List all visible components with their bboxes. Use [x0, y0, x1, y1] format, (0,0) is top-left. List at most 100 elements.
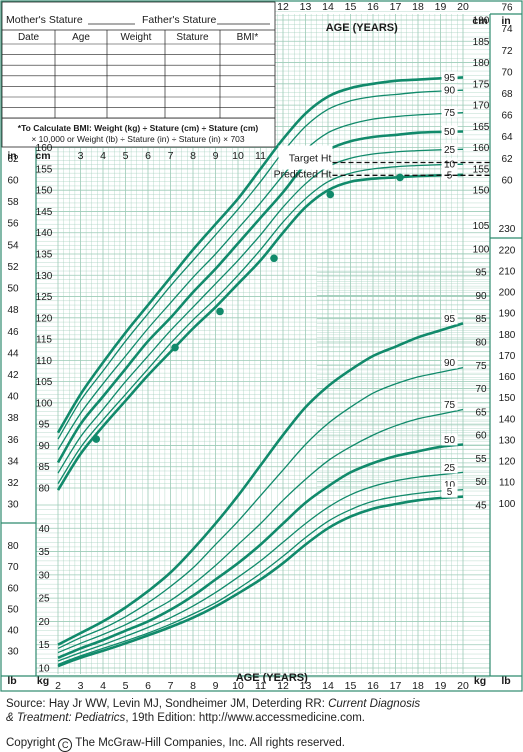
weight-label-bg	[441, 479, 458, 491]
weight-kg-tick-right: 75	[475, 361, 487, 372]
patient-point	[270, 254, 278, 263]
weight-label-p10: 10	[444, 480, 456, 491]
stature-curve-p5	[56, 173, 464, 491]
stature-curve-p90	[57, 89, 464, 440]
stature-cm-tick-left: 150	[36, 186, 53, 197]
patient-point	[171, 343, 179, 352]
stature-cm-tick-left: 105	[36, 377, 53, 388]
stature-cm-tick-left: 140	[36, 228, 53, 239]
stature-in-tick-left: 62	[7, 154, 19, 165]
weight-label-p50: 50	[444, 435, 456, 446]
top-age-tick: 19	[435, 1, 447, 13]
weight-label-p5: 5	[447, 487, 453, 498]
bottom-age-tick: 13	[300, 680, 312, 692]
stature-in-tick-left: 46	[7, 327, 19, 338]
stature-cm-tick-left: 100	[36, 398, 53, 409]
unit-lb-left: lb	[7, 675, 16, 687]
bottom-age-tick: 16	[367, 680, 379, 692]
weight-lb-tick-right: 120	[499, 457, 516, 468]
stature-curve-p10	[57, 163, 464, 485]
weight-lb-tick-right: 230	[499, 224, 516, 235]
stature-label-bg	[441, 158, 458, 170]
weight-kg-tick-left: 35	[38, 547, 50, 558]
bottom-age-tick: 12	[277, 680, 289, 692]
stature-in-tick-right: 64	[501, 132, 513, 143]
stature-in-tick-left: 40	[7, 392, 19, 403]
stature-cm-tick-right: 170	[473, 101, 490, 112]
stature-cm-tick-left: 125	[36, 292, 53, 303]
stature-in-tick-right: 68	[501, 89, 513, 100]
stature-cm-tick-left: 95	[38, 420, 50, 431]
patient-point	[326, 190, 335, 199]
stature-cm-tick-left: 130	[36, 271, 53, 282]
stature-in-tick-right: 62	[501, 154, 513, 165]
weight-kg-tick-right: 95	[475, 268, 487, 279]
stature-label-p25: 25	[444, 145, 456, 156]
bottom-age-tick: 9	[213, 680, 219, 692]
weight-kg-tick-left: 15	[38, 640, 50, 651]
stature-cm-tick-right: 150	[473, 186, 490, 197]
weight-curve-p10	[57, 488, 464, 665]
weight-kg-tick-right: 55	[475, 454, 487, 465]
stature-in-tick-left: 48	[7, 305, 19, 316]
stature-cm-tick-left: 135	[36, 250, 53, 261]
weight-lb-tick-right: 170	[499, 351, 516, 362]
stature-label-p90: 90	[444, 86, 456, 97]
chart-frame	[0, 0, 523, 692]
unit-kg-right: kg	[474, 675, 486, 687]
top-age-tick: 17	[390, 1, 402, 13]
weight-curve-p50	[57, 443, 464, 659]
stature-in-tick-left: 42	[7, 370, 19, 381]
table-header-0: Date	[18, 32, 40, 43]
stature-label-bg	[441, 71, 458, 83]
bottom-age-tick: 5	[123, 680, 129, 692]
stature-in-tick-left: 58	[7, 197, 19, 208]
table-header-2: Weight	[121, 32, 152, 43]
copyright-symbol-icon: C	[58, 738, 73, 752]
weight-lb-tick-right: 160	[499, 372, 516, 383]
bmi-note-line2: × 10,000 or Weight (lb) ÷ Stature (in) ÷…	[31, 134, 245, 144]
weight-label-bg	[441, 462, 458, 474]
stature-in-tick-left: 36	[7, 435, 19, 446]
stature-cm-tick-left: 80	[38, 484, 50, 495]
weight-label-p90: 90	[444, 358, 456, 369]
weight-curve-p90	[57, 366, 464, 649]
stature-cm-tick-left: 115	[36, 335, 52, 346]
top-age-tick: 13	[300, 1, 312, 13]
source-citation: Source: Hay Jr WW, Levin MJ, Sondheimer …	[6, 698, 421, 724]
target-label-bg	[278, 145, 333, 170]
stature-in-tick-right: 70	[501, 67, 513, 78]
stature-cm-tick-right: 175	[473, 79, 490, 90]
stature-label-p10: 10	[444, 160, 456, 171]
mid-age-tick: 3	[78, 150, 84, 162]
stature-cm-tick-right: 165	[473, 122, 490, 133]
bottom-age-tick: 10	[232, 680, 244, 692]
bmi-note-line1: *To Calculate BMI: Weight (kg) ÷ Stature…	[18, 123, 259, 133]
weight-curve-p25	[57, 471, 464, 662]
stature-curve-p25	[57, 148, 464, 474]
unit-in-right: in	[501, 15, 510, 27]
weight-kg-tick-right: 105	[473, 221, 490, 232]
weight-label-bg	[441, 399, 458, 411]
weight-lb-tick-right: 210	[499, 266, 516, 277]
stature-in-tick-left: 52	[7, 262, 19, 273]
stature-in-tick-right: 76	[501, 3, 513, 14]
stature-cm-tick-left: 160	[36, 143, 53, 154]
stature-in-tick-left: 54	[7, 240, 19, 251]
mid-age-tick: 11	[255, 150, 266, 162]
weight-lb-tick-left: 60	[7, 583, 19, 594]
unit-in-left: in	[7, 150, 16, 162]
weight-lb-tick-right: 140	[499, 414, 516, 425]
stature-cm-tick-left: 145	[36, 207, 53, 218]
bottom-age-tick: 8	[190, 680, 196, 692]
weight-lb-tick-left: 30	[7, 647, 19, 658]
stature-in-tick-right: 74	[501, 24, 513, 35]
stature-curve-p75	[57, 112, 464, 451]
mid-age-tick: 5	[123, 150, 129, 162]
copyright-line: Copyright C The McGraw-Hill Companies, Inc…	[6, 737, 345, 752]
weight-kg-tick-left: 25	[38, 594, 50, 605]
stature-cm-tick-right: 185	[473, 37, 490, 48]
weight-label-p75: 75	[444, 400, 456, 411]
weight-kg-tick-left: 40	[38, 524, 50, 535]
stature-in-tick-left: 30	[7, 500, 19, 511]
